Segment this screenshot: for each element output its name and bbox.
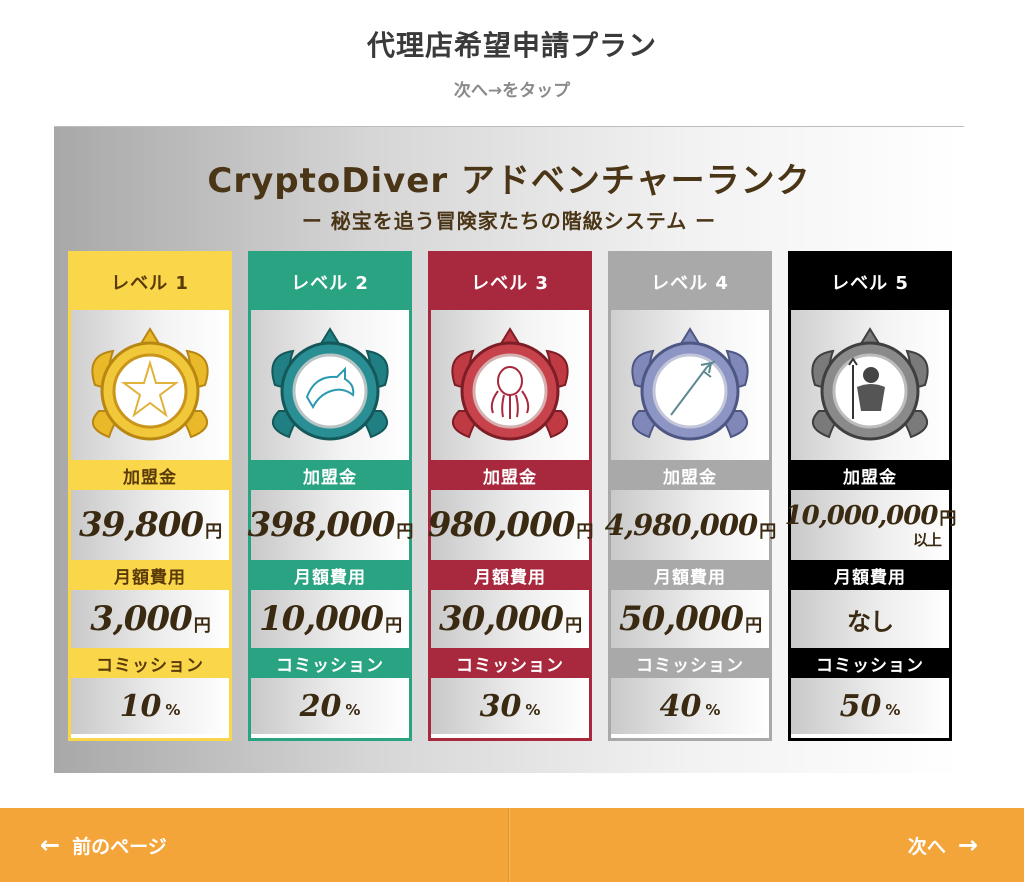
monthly-label: 月額費用 — [611, 560, 769, 590]
commission-value: 30% — [431, 678, 589, 734]
arrow-left-icon: ← — [40, 831, 61, 859]
commission-amount: 20 — [299, 688, 342, 724]
commission-label: コミッション — [791, 648, 949, 678]
fee-value: 4,980,000 円 — [605, 490, 776, 560]
prev-page-label: 前のページ — [72, 835, 167, 858]
fee-value: 980,000 円 — [427, 490, 593, 560]
next-page-label: 次へ — [907, 835, 946, 858]
fee-label: 加盟金 — [251, 460, 409, 490]
commission-amount: 10 — [119, 688, 162, 724]
next-page-button[interactable]: 次へ → — [509, 808, 1024, 882]
trident-medal-icon — [631, 327, 749, 441]
fee-label: 加盟金 — [791, 460, 949, 490]
poseidon-medal-icon — [811, 327, 929, 441]
yen-unit: 円 — [565, 615, 582, 636]
commission-label: コミッション — [431, 648, 589, 678]
rank-banner-image: CryptoDiver アドベンチャーランク ー 秘宝を追う冒険家たちの階級シス… — [54, 126, 964, 773]
commission-value: 20% — [251, 678, 409, 734]
fee-value: 39,800 円 — [71, 490, 229, 560]
banner-title: CryptoDiver アドベンチャーランク — [207, 161, 811, 201]
monthly-label: 月額費用 — [791, 560, 949, 590]
page-title: 代理店希望申請プラン — [366, 29, 657, 62]
percent-unit: % — [705, 701, 721, 719]
page-subtitle: 次へ→をタップ — [453, 81, 571, 101]
percent-unit: % — [345, 701, 361, 719]
commission-label: コミッション — [611, 648, 769, 678]
yen-unit: 円 — [939, 509, 956, 529]
commission-value: 50% — [791, 678, 949, 734]
level-card-5: レベル 5 加盟金 — [785, 251, 956, 741]
monthly-value: 30,000 円 — [431, 590, 589, 648]
prev-page-button[interactable]: ← 前のページ — [0, 808, 509, 882]
fee-amount: 39,800 — [78, 505, 204, 545]
dolphin-medal-icon — [271, 327, 389, 441]
fee-label: 加盟金 — [71, 460, 229, 490]
percent-unit: % — [525, 701, 541, 719]
level-card-4: レベル 4 加盟金 4,980,000 円 — [605, 251, 776, 741]
fee-amount: 4,980,000 — [604, 508, 758, 542]
footer-nav: ← 前のページ 次へ → — [0, 808, 1024, 882]
level-title: レベル 4 — [611, 254, 769, 310]
commission-value: 40% — [611, 678, 769, 734]
yen-unit: 円 — [385, 615, 402, 636]
monthly-amount: なし — [847, 607, 894, 636]
starfish-medal-icon — [91, 327, 209, 441]
banner-subtitle: ー 秘宝を追う冒険家たちの階級システム ー — [301, 209, 717, 233]
fee-label: 加盟金 — [611, 460, 769, 490]
monthly-value: 10,000 円 — [251, 590, 409, 648]
fee-amount: 10,000,000 — [784, 500, 939, 531]
monthly-label: 月額費用 — [431, 560, 589, 590]
monthly-amount: 3,000 — [90, 599, 192, 639]
yen-unit: 円 — [205, 521, 222, 542]
yen-unit: 円 — [193, 615, 211, 636]
commission-value: 10% — [71, 678, 229, 734]
arrow-right-icon: → — [957, 831, 978, 859]
fee-amount: 980,000 — [427, 505, 576, 545]
fee-value: 10,000,000 円 以上 — [785, 490, 956, 560]
commission-label: コミッション — [71, 648, 229, 678]
monthly-value: 3,000 円 — [71, 590, 229, 648]
level-card-2: レベル 2 加盟金 398,000 円 — [247, 251, 413, 741]
level-title: レベル 3 — [431, 254, 589, 310]
yen-unit: 円 — [759, 521, 776, 542]
monthly-amount: 10,000 — [258, 599, 384, 639]
percent-unit: % — [885, 701, 901, 719]
monthly-amount: 50,000 — [618, 599, 744, 639]
commission-amount: 50 — [839, 688, 882, 724]
commission-amount: 30 — [479, 688, 522, 724]
monthly-amount: 30,000 — [438, 599, 564, 639]
commission-label: コミッション — [251, 648, 409, 678]
fee-label: 加盟金 — [431, 460, 589, 490]
level-title: レベル 1 — [71, 254, 229, 310]
fee-amount: 398,000 — [247, 505, 396, 545]
monthly-value: なし — [791, 590, 949, 648]
level-card-1: レベル 1 加盟金 39,800 円 — [68, 251, 232, 741]
level-card-3: レベル 3 加盟金 980,00 — [427, 251, 593, 741]
level-title: レベル 5 — [791, 254, 949, 310]
level-title: レベル 2 — [251, 254, 409, 310]
yen-unit: 円 — [576, 521, 593, 542]
percent-unit: % — [165, 701, 181, 719]
level-cards: レベル 1 加盟金 39,800 円 — [68, 251, 956, 745]
commission-amount: 40 — [659, 688, 702, 724]
monthly-label: 月額費用 — [71, 560, 229, 590]
octopus-medal-icon — [451, 327, 569, 441]
monthly-label: 月額費用 — [251, 560, 409, 590]
fee-value: 398,000 円 — [247, 490, 413, 560]
monthly-value: 50,000 円 — [611, 590, 769, 648]
yen-unit: 円 — [745, 615, 762, 636]
fee-suffix: 以上 — [912, 530, 942, 549]
yen-unit: 円 — [396, 521, 413, 542]
